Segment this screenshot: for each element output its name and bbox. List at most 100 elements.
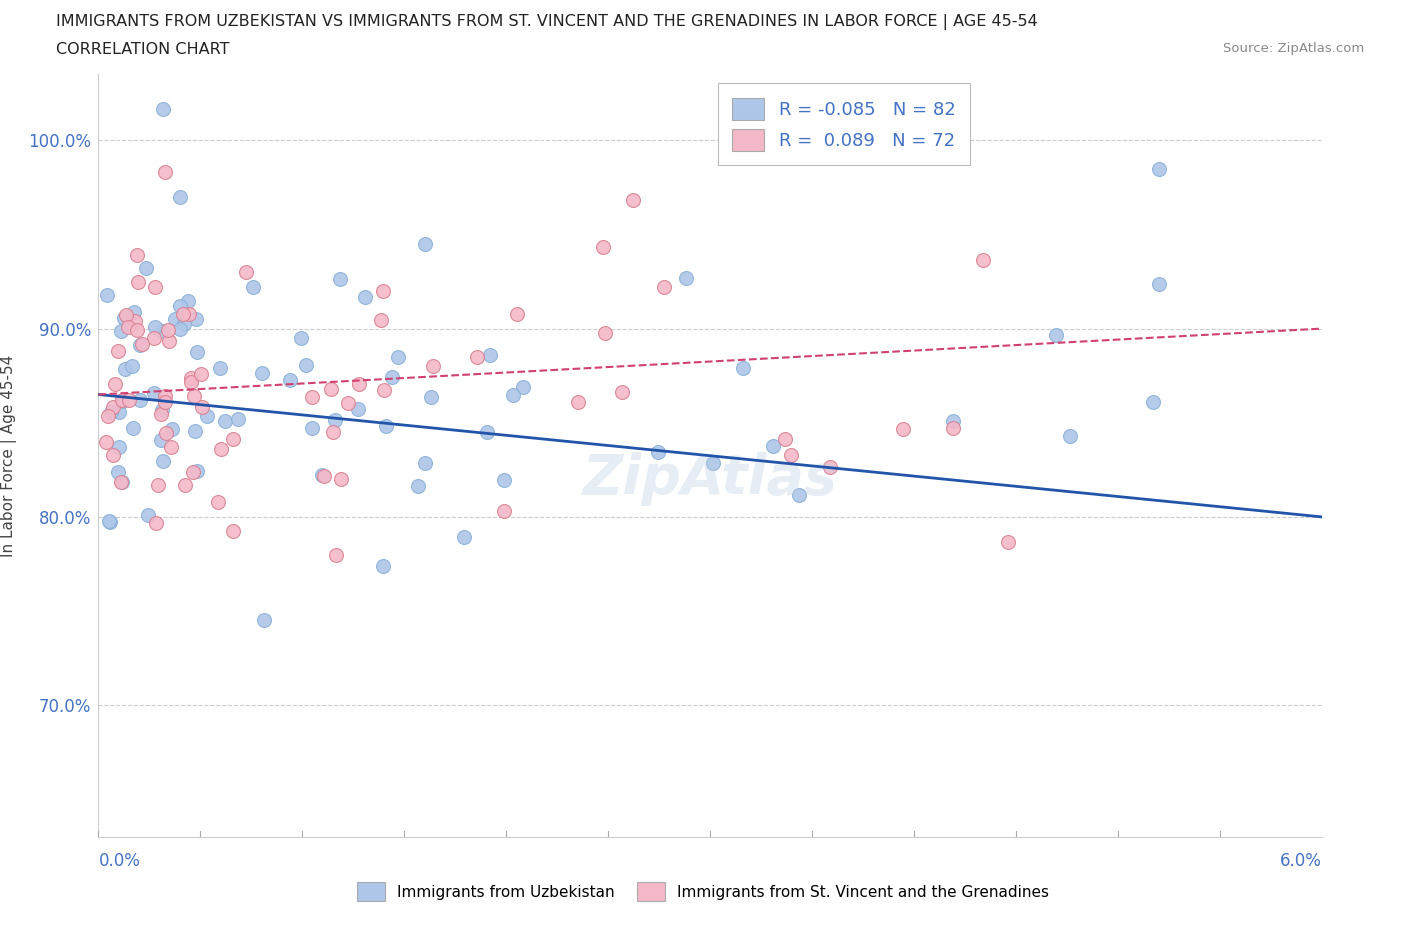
Point (150, 402, 173, 417)
Point (381, 369, 404, 384)
Point (142, 331, 165, 346)
Point (96, 287, 118, 302)
Point (155, 389, 177, 404)
Point (465, 350, 488, 365)
Point (1147, 277, 1170, 292)
Point (121, 421, 143, 436)
Point (502, 388, 524, 403)
Point (122, 305, 145, 320)
Point (252, 365, 274, 380)
Point (354, 289, 377, 304)
Point (592, 239, 614, 254)
Point (97, 408, 120, 423)
Point (114, 362, 136, 377)
Point (209, 361, 232, 376)
Point (152, 454, 174, 469)
Text: Source: ZipAtlas.com: Source: ZipAtlas.com (1223, 42, 1364, 55)
Point (177, 307, 200, 322)
Point (162, 422, 184, 437)
Point (107, 343, 129, 358)
Point (115, 308, 138, 323)
Point (420, 390, 443, 405)
Text: IMMIGRANTS FROM UZBEKISTAN VS IMMIGRANTS FROM ST. VINCENT AND THE GRENADINES IN : IMMIGRANTS FROM UZBEKISTAN VS IMMIGRANTS… (56, 14, 1038, 30)
Point (163, 312, 186, 326)
Point (647, 445, 669, 459)
Point (111, 393, 134, 408)
Point (103, 399, 125, 414)
Point (330, 472, 353, 486)
Point (413, 236, 436, 251)
Point (325, 548, 347, 563)
Point (762, 439, 785, 454)
Point (135, 260, 157, 275)
Point (972, 252, 994, 267)
Point (125, 323, 148, 338)
Point (108, 440, 131, 455)
Point (311, 467, 333, 482)
Point (226, 412, 249, 427)
Text: CORRELATION CHART: CORRELATION CHART (56, 42, 229, 57)
Point (176, 294, 198, 309)
Point (373, 284, 395, 299)
Point (111, 475, 134, 490)
Point (159, 334, 181, 349)
Point (373, 382, 395, 397)
Point (142, 385, 165, 400)
Point (1045, 327, 1067, 342)
Point (492, 472, 515, 487)
Point (387, 350, 409, 365)
Point (512, 379, 534, 394)
Point (322, 425, 344, 440)
Point (127, 247, 149, 262)
Point (773, 432, 796, 447)
Point (110, 475, 132, 490)
Point (152, 101, 174, 116)
Point (1142, 394, 1164, 409)
Point (702, 455, 724, 470)
Point (1147, 161, 1170, 176)
Point (190, 366, 212, 381)
Point (183, 389, 205, 404)
Point (98, 513, 121, 528)
Point (278, 372, 301, 387)
Point (207, 494, 229, 509)
Y-axis label: In Labor Force | Age 45-54: In Labor Force | Age 45-54 (1, 354, 17, 557)
Point (997, 534, 1019, 549)
Point (209, 442, 232, 457)
Point (374, 418, 396, 433)
Point (124, 313, 146, 328)
Point (195, 409, 218, 424)
Point (143, 320, 166, 335)
Text: ZipAtlas: ZipAtlas (582, 452, 838, 506)
Point (505, 307, 527, 322)
Point (117, 320, 139, 335)
Point (186, 463, 208, 478)
Point (891, 422, 914, 437)
Point (118, 392, 141, 407)
Point (181, 465, 204, 480)
Point (159, 440, 181, 455)
Point (136, 507, 159, 522)
Point (214, 413, 236, 428)
Point (301, 390, 323, 405)
Point (621, 193, 644, 207)
Point (153, 394, 176, 409)
Point (107, 465, 129, 480)
Point (675, 271, 697, 286)
Point (787, 487, 810, 502)
Point (567, 394, 589, 409)
Point (129, 338, 152, 352)
Point (222, 432, 245, 446)
Point (733, 361, 755, 376)
Point (104, 377, 127, 392)
Point (652, 280, 675, 295)
Point (98, 515, 121, 530)
Point (329, 272, 352, 286)
Point (169, 322, 191, 337)
Point (184, 312, 207, 326)
Point (131, 337, 153, 352)
Point (413, 456, 436, 471)
Point (103, 447, 125, 462)
Point (295, 358, 318, 373)
Point (337, 395, 360, 410)
